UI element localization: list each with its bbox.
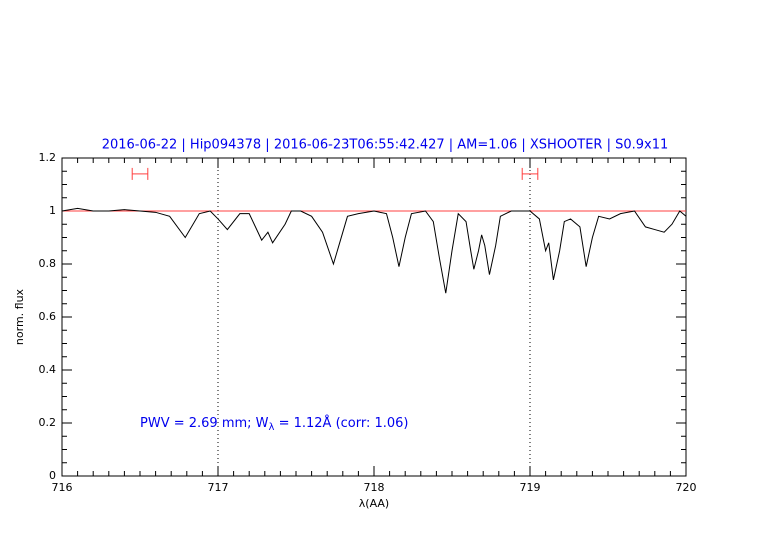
y-tick-label: 0 xyxy=(49,469,56,482)
annotation-text: PWV = 2.69 mm; W xyxy=(140,416,269,431)
chart-title: 2016-06-22 | Hip094378 | 2016-06-23T06:5… xyxy=(102,138,669,153)
y-tick-label: 0.8 xyxy=(39,257,57,270)
x-axis-label: λ(AA) xyxy=(359,497,389,510)
y-tick-label: 0.6 xyxy=(39,310,57,323)
x-tick-label: 717 xyxy=(208,481,229,494)
x-tick-label: 719 xyxy=(520,481,541,494)
y-axis-label: norm. flux xyxy=(13,288,26,345)
annotation-subscript: λ xyxy=(269,422,275,433)
annotation-text: = 1.12Å (corr: 1.06) xyxy=(274,415,408,431)
spectrum-line xyxy=(61,207,687,294)
x-tick-label: 718 xyxy=(364,481,385,494)
x-tick-label: 716 xyxy=(52,481,73,494)
y-tick-label: 1 xyxy=(49,204,56,217)
y-tick-label: 1.2 xyxy=(39,151,57,164)
y-tick-label: 0.2 xyxy=(39,416,57,429)
annotation: PWV = 2.69 mm; Wλ = 1.12Å (corr: 1.06) xyxy=(140,415,409,434)
x-tick-label: 720 xyxy=(676,481,697,494)
y-tick-label: 0.4 xyxy=(39,363,57,376)
